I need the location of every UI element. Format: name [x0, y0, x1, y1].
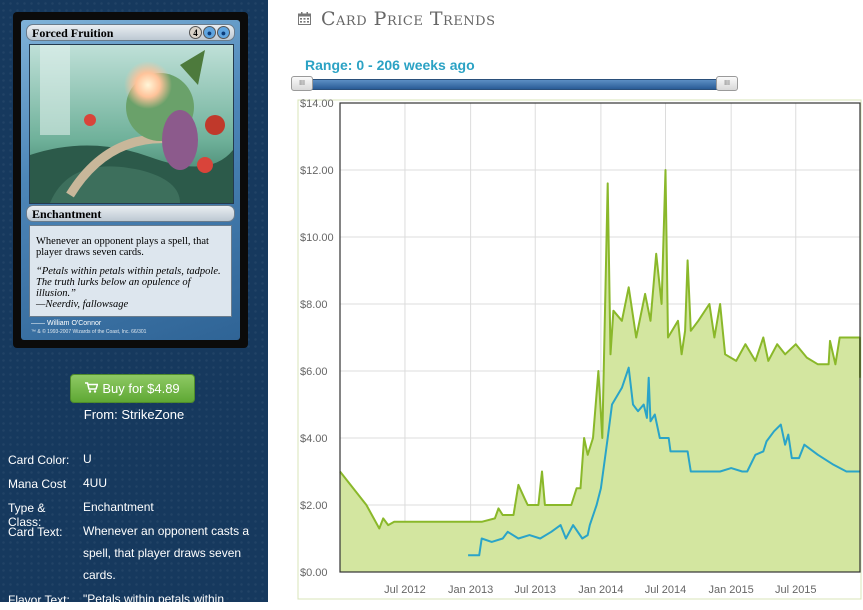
x-tick-label: Jan 2014: [578, 584, 623, 596]
mana-symbol-generic: 4: [189, 26, 202, 40]
card-flavor-attribution: —Neerdiv, fallowsage: [36, 299, 129, 310]
y-tick-label: $4.00: [300, 433, 328, 445]
card-artwork: [29, 44, 234, 204]
card-type-line: Enchantment: [32, 207, 102, 221]
card-rules-text: Whenever an opponent plays a spell, that…: [36, 236, 209, 258]
info-label: Card Color:: [8, 453, 70, 467]
x-tick-label: Jul 2015: [775, 584, 817, 596]
card-image: Forced Fruition 4 ● ●: [13, 12, 248, 348]
y-tick-label: $2.00: [300, 500, 328, 512]
info-value: Whenever an opponent casts a spell, that…: [83, 524, 250, 582]
x-tick-label: Jan 2013: [448, 584, 493, 596]
info-label: Type & Class:: [8, 501, 46, 529]
shopping-cart-icon: [85, 375, 99, 402]
y-tick-label: $6.00: [300, 366, 328, 378]
info-label: Mana Cost: [8, 477, 67, 491]
x-tick-label: Jul 2013: [514, 584, 556, 596]
x-tick-label: Jul 2014: [645, 584, 687, 596]
series-line-green: [339, 169, 861, 530]
y-tick-label: $12.00: [300, 165, 334, 177]
y-axis-labels: $0.00 $2.00 $4.00 $6.00 $8.00 $10.00 $12.00 $14…: [300, 98, 334, 579]
card-illustrator: —— William O'Connor: [31, 320, 101, 327]
info-value: U: [83, 452, 92, 466]
range-slider-handle-start[interactable]: III: [291, 76, 313, 91]
card-frame-inner: Forced Fruition 4 ● ●: [21, 20, 240, 340]
card-flavor-text: “Petals within petals within petals, tad…: [36, 266, 221, 299]
x-tick-label: Jul 2012: [384, 584, 426, 596]
calendar-icon: [298, 12, 311, 30]
card-illustrator-name: William O'Connor: [46, 320, 102, 327]
series-area-fill: [340, 170, 860, 572]
info-label: Card Text:: [8, 525, 63, 539]
info-value: 4UU: [83, 476, 108, 490]
chart-panel-title: Card Price Trends: [321, 8, 496, 30]
card-mana-cost: 4 ● ●: [188, 26, 230, 40]
card-artwork-illustration: [30, 45, 233, 203]
buy-button[interactable]: Buy for $4.89: [70, 374, 195, 403]
x-tick-label: Jan 2015: [709, 584, 754, 596]
card-sidebar: Forced Fruition 4 ● ●: [0, 0, 268, 607]
x-axis-labels: Jul 2012 Jan 2013 Jul 2013 Jan 2014 Jul 2014…: [384, 584, 816, 596]
info-value: Enchantment: [83, 500, 154, 514]
paintbrush-icon: ——: [31, 320, 45, 327]
plot-area-border: [339, 102, 861, 573]
y-tick-label: $10.00: [300, 232, 334, 244]
buy-button-label: Buy for $4.89: [102, 381, 180, 396]
mana-symbol-blue: ●: [217, 26, 230, 40]
range-slider-handle-end[interactable]: III: [716, 76, 738, 91]
card-title-bar: Forced Fruition 4 ● ●: [26, 24, 235, 41]
card-text-box: Whenever an opponent plays a spell, that…: [29, 225, 232, 317]
buy-vendor: From: StrikeZone: [83, 407, 185, 422]
range-label: Range: 0 - 206 weeks ago: [305, 57, 475, 73]
card-name: Forced Fruition: [32, 26, 114, 40]
card-type-bar: Enchantment: [26, 205, 235, 222]
chart-series: [339, 169, 861, 572]
y-tick-label: $0.00: [300, 567, 328, 579]
y-tick-label: $14.00: [300, 98, 334, 110]
card-legal-line: ™ & © 1993-2007 Wizards of the Coast, In…: [31, 329, 147, 335]
series-line-blue: [468, 366, 860, 557]
mana-symbol-blue: ●: [203, 26, 216, 40]
y-tick-label: $8.00: [300, 299, 328, 311]
